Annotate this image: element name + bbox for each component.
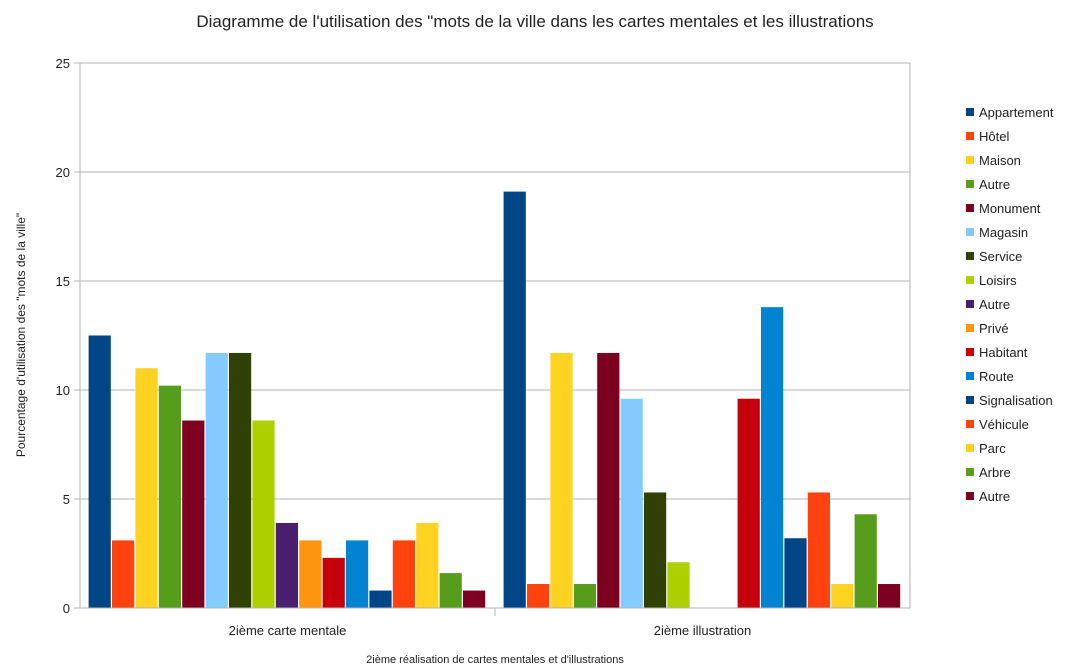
- legend-swatch: [966, 324, 974, 332]
- bar-12-1: [346, 540, 369, 608]
- bar-8-2: [667, 562, 690, 608]
- legend-item: Privé: [966, 318, 1009, 338]
- legend-item: Signalisation: [966, 390, 1053, 410]
- bar-8-1: [252, 420, 275, 608]
- bar-4-2: [573, 584, 596, 608]
- legend-item: Arbre: [966, 462, 1011, 482]
- bar-6-1: [205, 352, 228, 608]
- legend-label: Hôtel: [979, 128, 1010, 144]
- bar-11-1: [322, 557, 345, 608]
- legend-item: Autre: [966, 486, 1010, 506]
- legend-swatch: [966, 468, 974, 476]
- y-tick-label: 20: [56, 165, 70, 180]
- bar-2-1: [112, 540, 135, 608]
- legend-label: Habitant: [979, 344, 1028, 360]
- y-tick-label: 10: [56, 383, 70, 398]
- bar-15-2: [831, 584, 854, 608]
- bar-9-1: [275, 522, 298, 608]
- legend-item: Loisirs: [966, 270, 1017, 290]
- x-tick-label: 2ième carte mentale: [229, 623, 347, 638]
- legend-swatch: [966, 276, 974, 284]
- bar-13-1: [369, 590, 392, 608]
- legend-swatch: [966, 108, 974, 116]
- bar-11-2: [737, 398, 760, 608]
- bar-1-2: [503, 191, 526, 608]
- bar-7-1: [229, 352, 252, 608]
- legend-swatch: [966, 492, 974, 500]
- bar-10-1: [299, 540, 322, 608]
- bar-3-2: [550, 352, 573, 608]
- bar-17-1: [463, 590, 486, 608]
- legend-item: Appartement: [966, 102, 1053, 122]
- legend-item: Route: [966, 366, 1014, 386]
- legend-swatch: [966, 156, 974, 164]
- legend-label: Véhicule: [979, 416, 1029, 432]
- legend-swatch: [966, 444, 974, 452]
- legend-swatch: [966, 300, 974, 308]
- bar-5-2: [597, 352, 620, 608]
- bar-14-2: [807, 492, 830, 608]
- bar-2-2: [527, 584, 550, 608]
- bar-3-1: [135, 368, 158, 608]
- bar-1-1: [88, 335, 111, 608]
- bar-17-2: [878, 584, 901, 608]
- legend-item: Autre: [966, 174, 1010, 194]
- legend-label: Autre: [979, 176, 1011, 192]
- legend-label: Maison: [979, 152, 1021, 168]
- legend-swatch: [966, 228, 974, 236]
- legend-item: Parc: [966, 438, 1006, 458]
- legend-swatch: [966, 252, 974, 260]
- plot-area: [80, 63, 910, 608]
- y-tick-label: 5: [63, 492, 70, 507]
- legend-item: Hôtel: [966, 126, 1009, 146]
- y-tick-label: 25: [56, 56, 70, 71]
- legend-label: Autre: [979, 488, 1011, 504]
- legend-label: Parc: [979, 440, 1006, 456]
- legend-item: Autre: [966, 294, 1010, 314]
- bar-13-2: [784, 538, 807, 608]
- legend-label: Magasin: [979, 224, 1029, 240]
- legend-label: Loisirs: [979, 272, 1017, 288]
- legend-swatch: [966, 132, 974, 140]
- y-tick-label: 15: [56, 274, 70, 289]
- bar-7-2: [644, 492, 667, 608]
- legend-label: Autre: [979, 296, 1011, 312]
- legend-item: Service: [966, 246, 1022, 266]
- bar-16-2: [854, 514, 877, 608]
- legend-item: Maison: [966, 150, 1021, 170]
- legend-label: Signalisation: [979, 392, 1053, 408]
- legend-swatch: [966, 180, 974, 188]
- legend-item: Habitant: [966, 342, 1027, 362]
- legend-item: Magasin: [966, 222, 1028, 242]
- x-tick-label: 2ième illustration: [654, 623, 752, 638]
- legend-label: Service: [979, 248, 1023, 264]
- legend-item: Véhicule: [966, 414, 1029, 434]
- legend-label: Arbre: [979, 464, 1011, 480]
- bar-16-1: [439, 573, 462, 608]
- y-tick-label: 0: [63, 601, 70, 616]
- bar-5-1: [182, 420, 205, 608]
- chart-title: Diagramme de l'utilisation des "mots de …: [196, 12, 874, 31]
- legend-label: Monument: [979, 200, 1041, 216]
- legend-swatch: [966, 420, 974, 428]
- legend-swatch: [966, 396, 974, 404]
- legend-item: Monument: [966, 198, 1040, 218]
- legend-label: Appartement: [979, 104, 1054, 120]
- bar-4-1: [158, 385, 181, 608]
- bar-6-2: [620, 398, 643, 608]
- legend-swatch: [966, 204, 974, 212]
- bar-12-2: [761, 307, 784, 608]
- legend-swatch: [966, 348, 974, 356]
- legend-label: Route: [979, 368, 1014, 384]
- bar-15-1: [416, 522, 439, 608]
- bar-14-1: [392, 540, 415, 608]
- legend-swatch: [966, 372, 974, 380]
- x-axis-label: 2ième réalisation de cartes mentales et …: [366, 654, 624, 666]
- legend-label: Privé: [979, 320, 1009, 336]
